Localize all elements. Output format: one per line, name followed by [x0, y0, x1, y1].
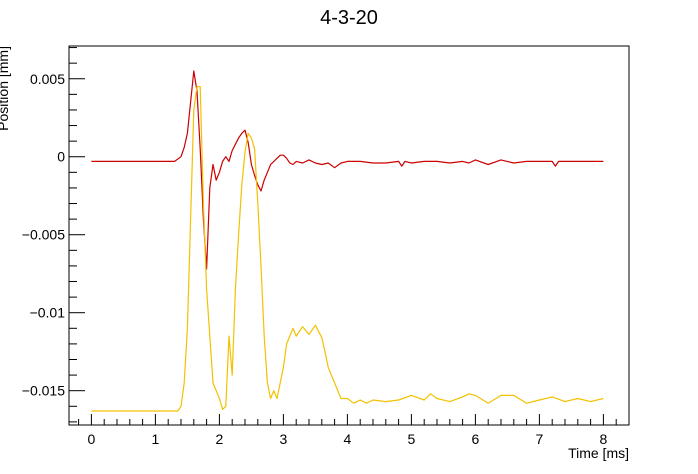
series-line-2	[91, 86, 604, 412]
x-tick-label: 7	[536, 431, 544, 447]
x-tick-label: 3	[280, 431, 288, 447]
x-axis-title: Time [ms]	[568, 445, 629, 461]
x-tick-label: 6	[472, 431, 480, 447]
series-layer	[91, 70, 604, 412]
y-tick-label: 0.005	[30, 71, 65, 87]
x-tick-label: 8	[600, 431, 608, 447]
x-axis: 0 1 2 3 4 5 6 7 8	[78, 414, 630, 447]
y-tick-label: −0.005	[22, 227, 65, 243]
x-tick-label: 2	[216, 431, 224, 447]
y-tick-label: −0.01	[30, 305, 66, 321]
x-tick-label: 4	[344, 431, 352, 447]
y-tick-label: 0	[57, 149, 65, 165]
series-line-1	[91, 70, 604, 270]
y-axis-title: Position [mm]	[0, 46, 11, 131]
plot-frame	[68, 45, 630, 426]
x-tick-label: 1	[152, 431, 160, 447]
x-tick-label: 5	[408, 431, 416, 447]
chart-title: 4-3-20	[320, 7, 378, 29]
x-tick-label: 0	[88, 431, 96, 447]
y-axis: 0.005 0 −0.005 −0.01 −0.015	[22, 47, 85, 423]
y-tick-label: −0.015	[22, 383, 65, 399]
